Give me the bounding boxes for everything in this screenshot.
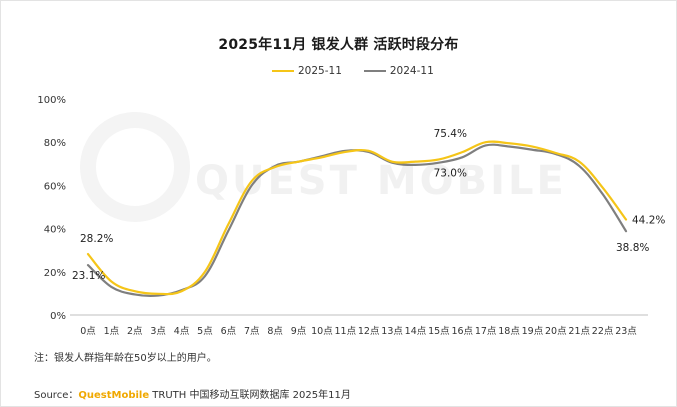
x-tick-label: 8点: [267, 326, 283, 337]
data-label: 75.4%: [434, 128, 467, 140]
x-tick-label: 3点: [150, 326, 166, 337]
x-tick-label: 5点: [197, 326, 213, 337]
data-label: 44.2%: [632, 215, 665, 227]
x-tick-label: 15点: [428, 326, 450, 337]
source-line: Source：QuestMobile TRUTH 中国移动互联网数据库 2025…: [34, 386, 351, 401]
x-tick-label: 20点: [545, 326, 567, 337]
x-tick-label: 10点: [311, 326, 333, 337]
x-tick-label: 11点: [335, 326, 357, 337]
legend-item-2025: 2025-11: [272, 65, 342, 77]
legend-label-2025: 2025-11: [298, 65, 342, 77]
x-tick-label: 12点: [358, 326, 380, 337]
x-tick-label: 6点: [221, 326, 237, 337]
legend-label-2024: 2024-11: [389, 65, 434, 77]
series-line-2024-11: [86, 143, 628, 298]
data-label: 23.1%: [72, 270, 105, 282]
x-tick-label: 21点: [568, 326, 590, 337]
x-tick-label: 0点: [80, 326, 96, 337]
data-label: 73.0%: [434, 167, 467, 179]
x-tick-label: 4点: [174, 326, 190, 337]
data-label: 38.8%: [616, 242, 649, 254]
x-tick-label: 13点: [381, 326, 403, 337]
x-tick-label: 7点: [244, 326, 260, 337]
footnote: 注：银发人群指年龄在50岁以上的用户。: [34, 353, 217, 364]
y-tick-label: 80%: [44, 138, 66, 149]
source-brand: QuestMobile: [78, 390, 150, 401]
source-rest: TRUTH 中国移动互联网数据库 2025年11月: [149, 390, 351, 401]
y-tick-label: 60%: [44, 181, 66, 192]
x-tick-label: 23点: [615, 326, 637, 337]
legend-swatch-2024: [363, 70, 386, 72]
x-tick-label: 19点: [522, 326, 544, 337]
x-tick-label: 9点: [291, 326, 307, 337]
y-tick-label: 100%: [37, 95, 66, 106]
legend-swatch-2025: [272, 70, 294, 72]
x-tick-label: 16点: [451, 326, 473, 337]
legend-item-2024: 2024-11: [363, 65, 434, 77]
chart-title: 2025年11月 银发人群 活跃时段分布: [218, 37, 459, 53]
x-tick-label: 1点: [104, 326, 120, 337]
y-tick-label: 20%: [44, 268, 66, 279]
x-tick-label: 17点: [475, 326, 497, 337]
x-tick-label: 2点: [127, 326, 143, 337]
y-tick-label: 40%: [44, 225, 66, 236]
x-tick-label: 22点: [592, 326, 614, 337]
y-tick-label: 0%: [50, 311, 66, 322]
data-label: 28.2%: [80, 233, 113, 245]
x-tick-label: 18点: [498, 326, 520, 337]
source-prefix: Source：: [34, 390, 79, 401]
chart-legend: 2025-11 2024-11: [272, 64, 456, 78]
series-line-2025-11: [86, 140, 628, 296]
x-tick-label: 14点: [405, 326, 427, 337]
